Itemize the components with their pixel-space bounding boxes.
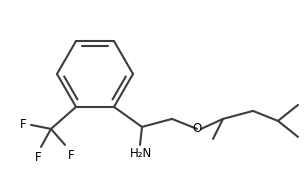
Text: F: F (68, 149, 75, 162)
Text: F: F (35, 151, 41, 164)
Text: O: O (192, 122, 202, 135)
Text: F: F (20, 118, 26, 131)
Text: H₂N: H₂N (130, 147, 152, 160)
